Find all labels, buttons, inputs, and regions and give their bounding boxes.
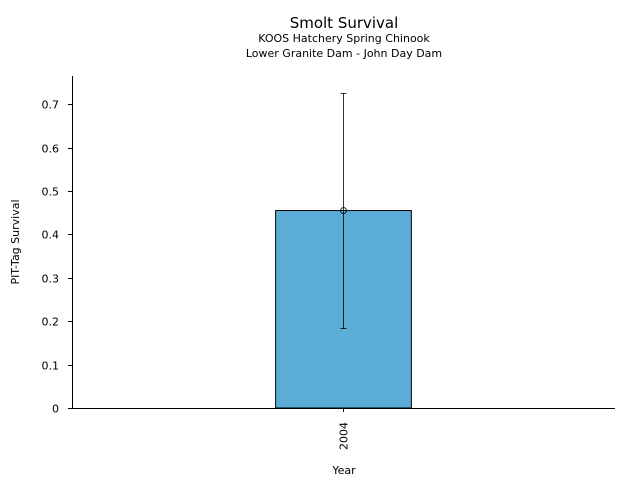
y-tick-label: 0.3 bbox=[42, 273, 60, 286]
y-tick-label: 0.2 bbox=[42, 316, 60, 329]
y-tick-label: 0.5 bbox=[42, 186, 60, 199]
y-tick-label: 0.4 bbox=[42, 229, 60, 242]
error-bars bbox=[340, 92, 347, 329]
y-tick-label: 0.7 bbox=[42, 99, 60, 112]
x-tick-label: 2004 bbox=[338, 422, 351, 450]
chart-subtitle-line-2: Lower Granite Dam - John Day Dam bbox=[246, 47, 442, 60]
point-marker bbox=[340, 207, 347, 214]
chart-title: Smolt Survival bbox=[290, 14, 399, 32]
x-axis-label: Year bbox=[331, 464, 356, 477]
y-axis-ticks: 0 0.1 0.2 0.3 0.4 0.5 0.6 0.7 bbox=[42, 99, 72, 416]
y-tick-label: 0.1 bbox=[42, 360, 60, 373]
chart-subtitle-line-1: KOOS Hatchery Spring Chinook bbox=[258, 32, 430, 45]
y-tick-label: 0 bbox=[52, 403, 59, 416]
x-axis-ticks: 2004 bbox=[338, 408, 351, 450]
y-axis-label: PIT-Tag Survival bbox=[9, 199, 22, 284]
y-tick-label: 0.6 bbox=[42, 143, 60, 156]
